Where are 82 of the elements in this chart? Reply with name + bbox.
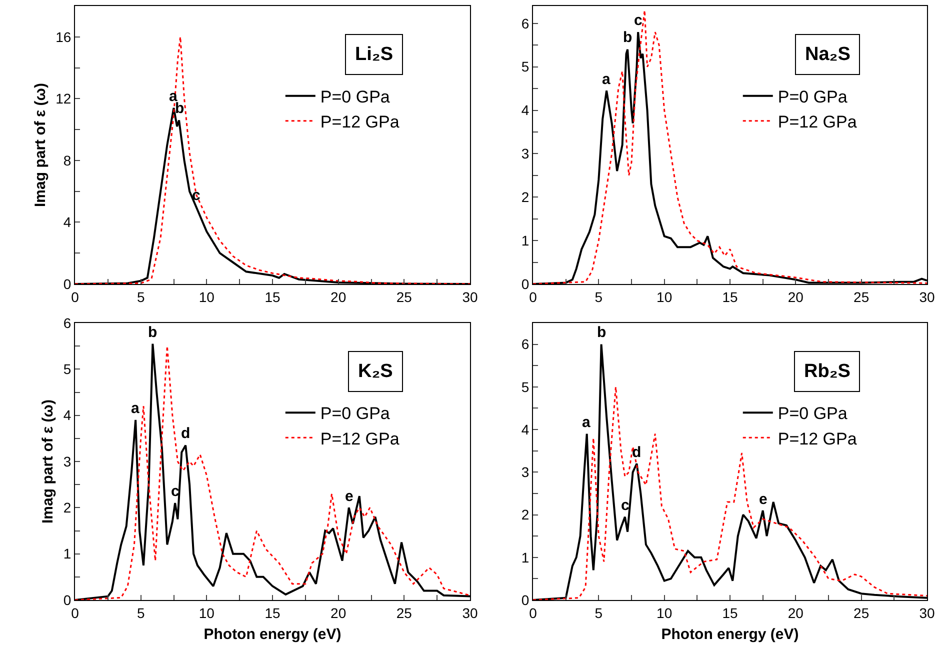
y-tick-label: 0 bbox=[521, 592, 530, 608]
annotation: e bbox=[345, 488, 354, 505]
y-tick-label: 0 bbox=[521, 276, 530, 292]
text: Li₂S bbox=[355, 44, 393, 65]
line-series bbox=[533, 386, 927, 600]
x-tick-label: 15 bbox=[264, 604, 280, 621]
legend-label: P=0 GPa bbox=[320, 87, 390, 106]
y-tick-label: 3 bbox=[521, 146, 530, 162]
x-tick-label: 15 bbox=[722, 288, 738, 305]
y-tick-label: 0 bbox=[63, 276, 72, 292]
x-tick-label: 20 bbox=[330, 288, 346, 305]
annotation: b bbox=[623, 29, 632, 46]
legend-label: P=12 GPa bbox=[320, 429, 400, 448]
y-tick-label: 4 bbox=[521, 102, 530, 118]
x-tick-label: 25 bbox=[396, 604, 412, 621]
x-tick-label: 10 bbox=[198, 604, 215, 621]
y-tick-label: 6 bbox=[63, 314, 72, 331]
legend-label: P=12 GPa bbox=[320, 112, 400, 132]
annotation: a bbox=[582, 414, 591, 431]
y-tick-label: 1 bbox=[63, 546, 72, 562]
y-tick-label: 1 bbox=[521, 232, 530, 248]
x-tick-label: 15 bbox=[722, 604, 738, 621]
x-axis-title: Photon energy (eV) bbox=[661, 626, 799, 643]
annotation: c bbox=[621, 497, 630, 514]
x-tick-label: 20 bbox=[330, 604, 346, 621]
annotation: c bbox=[171, 483, 180, 500]
y-tick-label: 2 bbox=[521, 189, 530, 206]
annotation: a bbox=[602, 71, 611, 88]
x-tick-label: 30 bbox=[919, 604, 935, 621]
annotation: a bbox=[131, 400, 140, 417]
x-tick-label: 5 bbox=[136, 604, 145, 621]
x-tick-label: 5 bbox=[594, 604, 603, 621]
y-tick-label: 0 bbox=[63, 592, 72, 608]
y-tick-label: 12 bbox=[56, 90, 72, 107]
x-tick-label: 25 bbox=[396, 288, 412, 305]
x-tick-label: 10 bbox=[656, 288, 672, 305]
annotation: e bbox=[759, 491, 768, 508]
text: Na₂S bbox=[805, 44, 850, 65]
annotation: b bbox=[175, 100, 184, 117]
x-tick-label: 10 bbox=[198, 288, 215, 305]
legend-label: P=0 GPa bbox=[778, 404, 848, 424]
legend-label: P=12 GPa bbox=[778, 112, 858, 132]
y-tick-label: 2 bbox=[521, 506, 530, 523]
y-tick-label: 5 bbox=[521, 378, 530, 395]
y-tick-label: 4 bbox=[63, 407, 72, 424]
y-tick-label: 16 bbox=[56, 28, 72, 45]
x-tick-label: 30 bbox=[919, 288, 935, 305]
y-tick-label: 6 bbox=[521, 336, 530, 352]
x-tick-label: 10 bbox=[656, 604, 672, 621]
legend-label: P=0 GPa bbox=[320, 404, 390, 424]
x-tick-label: 5 bbox=[136, 288, 145, 305]
y-tick-label: 1 bbox=[521, 549, 530, 566]
y-tick-label: 5 bbox=[63, 361, 72, 378]
x-tick-label: 20 bbox=[788, 288, 804, 305]
text: K₂S bbox=[358, 361, 393, 382]
annotation: b bbox=[148, 324, 158, 341]
annotation: c bbox=[192, 187, 200, 204]
legend-label: P=12 GPa bbox=[778, 429, 858, 448]
y-tick-label: 8 bbox=[63, 152, 72, 168]
x-tick-label: 5 bbox=[594, 288, 603, 305]
x-axis-title: Photon energy (eV) bbox=[204, 626, 342, 643]
y-tick-label: 4 bbox=[521, 421, 530, 438]
legend-label: P=0 GPa bbox=[778, 87, 848, 106]
y-tick-label: 3 bbox=[63, 453, 72, 470]
x-tick-label: 25 bbox=[854, 604, 870, 621]
y-axis-title: Imag part of ε (ω) bbox=[32, 83, 49, 207]
x-tick-label: 15 bbox=[264, 288, 280, 305]
y-tick-label: 6 bbox=[521, 15, 530, 32]
annotation: d bbox=[181, 425, 190, 442]
text: Rb₂S bbox=[804, 361, 850, 382]
y-axis-title: Imag part of ε (ω) bbox=[40, 400, 57, 524]
annotation: d bbox=[632, 444, 642, 461]
y-tick-label: 5 bbox=[521, 58, 530, 75]
annotation: b bbox=[597, 324, 606, 341]
x-tick-label: 30 bbox=[462, 288, 478, 305]
y-tick-label: 3 bbox=[521, 464, 530, 480]
annotation: c bbox=[634, 12, 642, 29]
x-tick-label: 30 bbox=[462, 604, 478, 621]
y-tick-label: 2 bbox=[63, 500, 72, 516]
x-tick-label: 25 bbox=[854, 288, 870, 305]
y-tick-label: 4 bbox=[63, 214, 72, 230]
x-tick-label: 20 bbox=[788, 604, 804, 621]
